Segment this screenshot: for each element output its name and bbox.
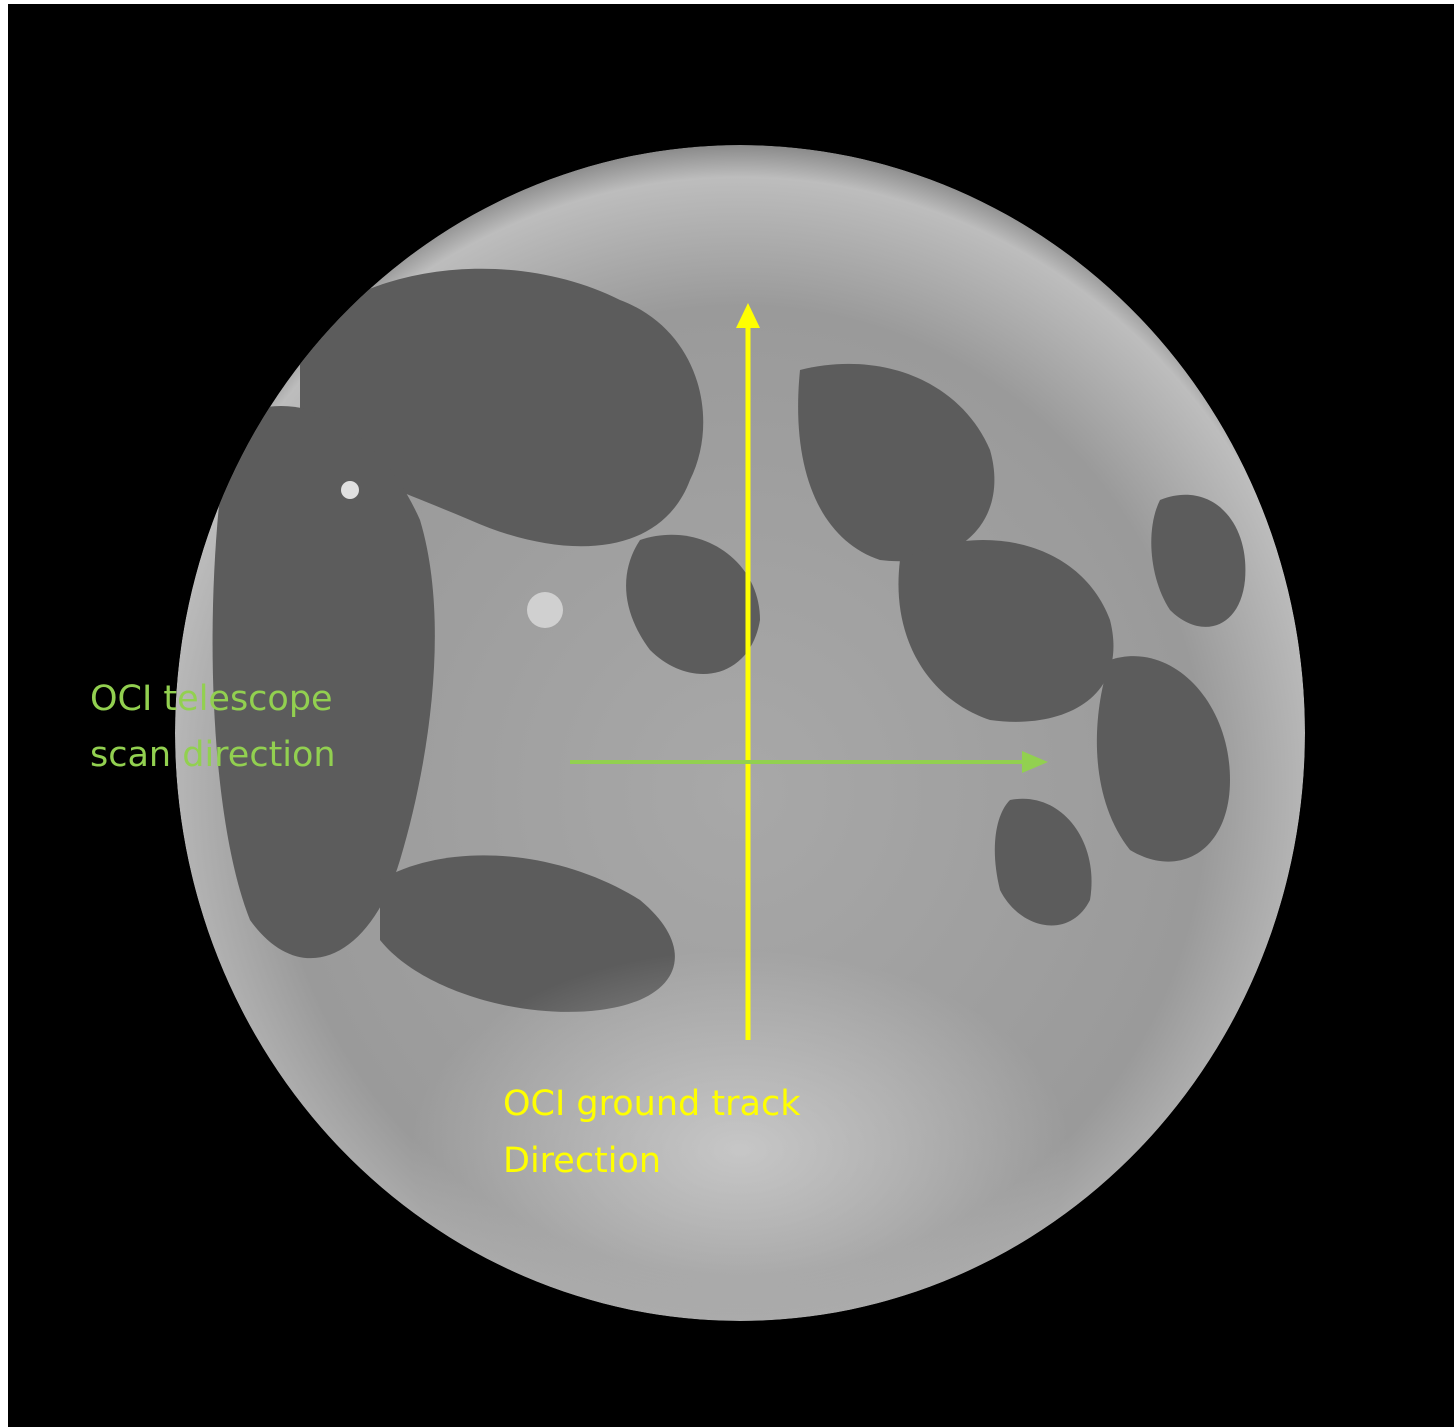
ground-track-arrowhead	[736, 303, 760, 328]
maria	[212, 268, 1246, 1012]
southern-highlands	[410, 950, 1070, 1321]
mare-nectaris	[994, 798, 1092, 926]
oceanus-procellarum	[212, 406, 435, 959]
mare-fecunditatis	[1096, 656, 1230, 862]
moon	[175, 145, 1305, 1321]
mare-tranquillitatis	[898, 540, 1114, 722]
copernicus-crater	[527, 592, 563, 628]
scan-direction-arrowhead	[1022, 751, 1048, 773]
mare-crisium	[1151, 494, 1246, 627]
ground-track-arrow	[736, 303, 760, 1040]
track-label-line: Direction	[503, 1141, 661, 1181]
scan-direction-arrow	[570, 751, 1048, 773]
mare-serenitatis	[798, 363, 995, 562]
aristarchus-crater	[341, 481, 359, 499]
scan-label-line: scan direction	[90, 735, 336, 775]
mare-vaporum	[626, 534, 760, 674]
scan-label-line: OCI telescope	[90, 679, 333, 719]
track-label-line: OCI ground track	[503, 1084, 801, 1124]
mare-imbrium	[300, 268, 704, 547]
